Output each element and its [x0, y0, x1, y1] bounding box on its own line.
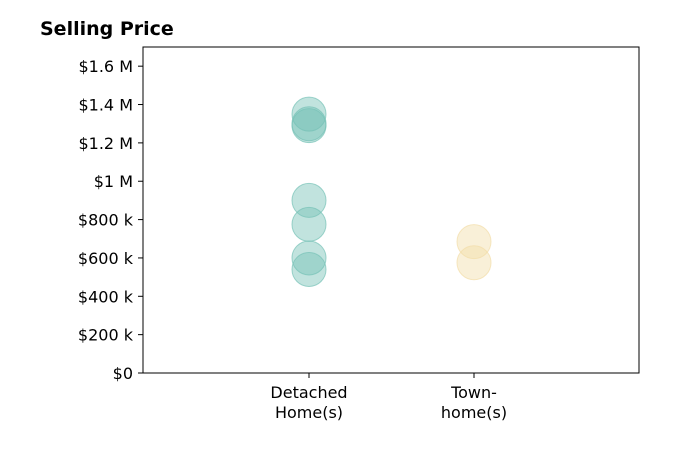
- y-tick-label: $600 k: [78, 249, 134, 268]
- x-category-label: Home(s): [275, 403, 343, 422]
- y-tick-label: $800 k: [78, 211, 134, 230]
- data-point: [291, 96, 327, 132]
- data-point: [291, 240, 327, 276]
- y-tick-label: $1.6 M: [78, 57, 133, 76]
- data-point: [291, 206, 327, 242]
- data-point: [291, 108, 327, 144]
- y-tick-label: $1 M: [94, 172, 133, 191]
- data-point: [291, 182, 327, 218]
- plot-area: [142, 46, 640, 374]
- x-category-label: home(s): [441, 403, 507, 422]
- x-category-label: Detached: [270, 383, 347, 402]
- chart-title: Selling Price: [40, 18, 174, 40]
- data-points: [291, 96, 492, 287]
- data-point: [456, 245, 492, 281]
- y-tick-label: $200 k: [78, 326, 134, 345]
- y-tick-label: $1.2 M: [78, 134, 133, 153]
- plot-frame: [142, 46, 640, 374]
- data-point: [291, 251, 327, 287]
- y-tick-label: $0: [113, 364, 133, 383]
- y-tick-label: $400 k: [78, 287, 134, 306]
- y-axis: $0 $200 k $400 k $600 k $800 k $1 M $1.2 M $1.4…: [78, 57, 143, 383]
- y-tick-label: $1.4 M: [78, 96, 133, 115]
- x-category-label: Town-: [450, 383, 497, 402]
- data-point: [456, 224, 492, 260]
